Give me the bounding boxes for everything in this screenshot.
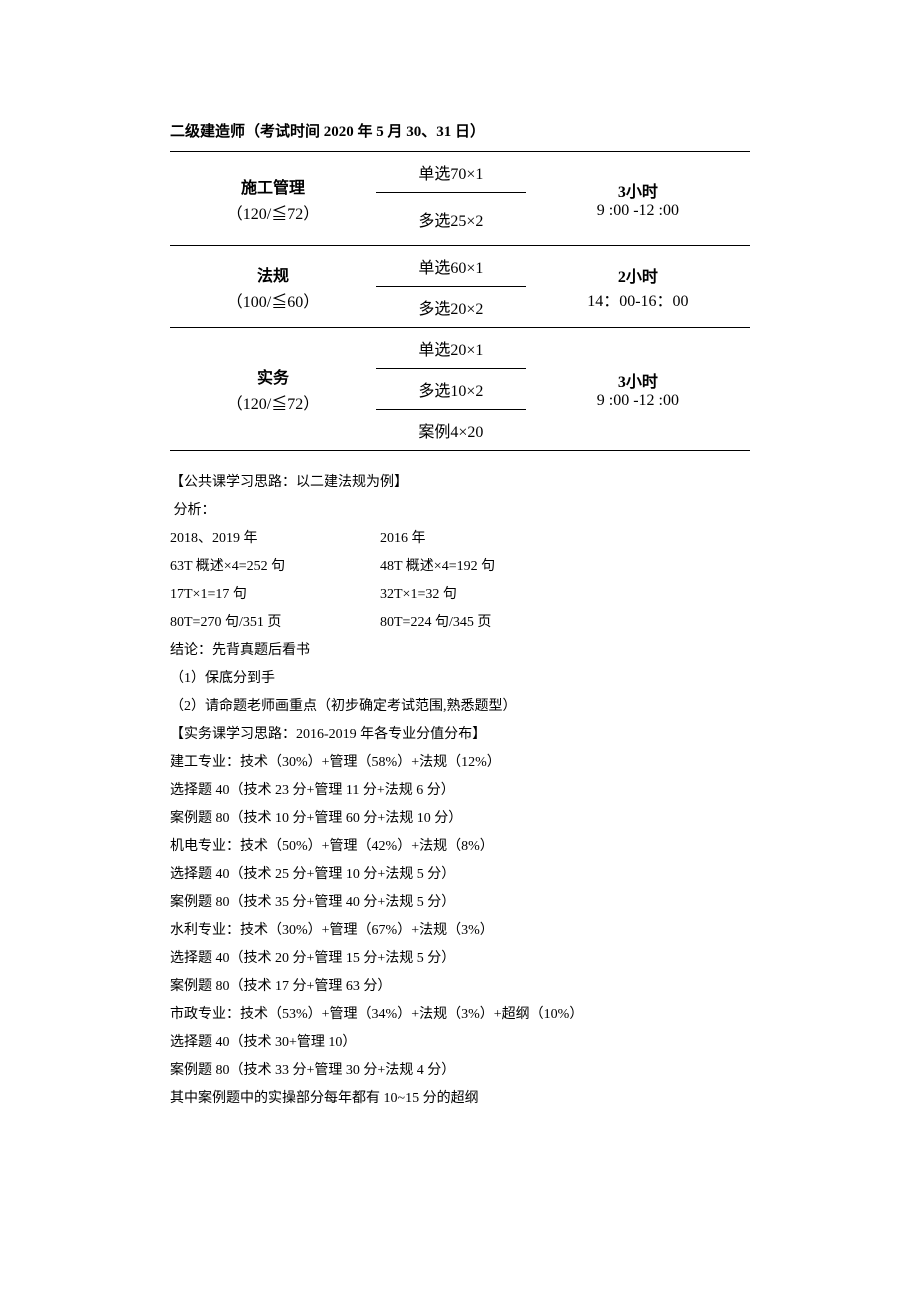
content-text: 水利专业：技术（30%）+管理（67%）+法规（3%） bbox=[170, 917, 750, 945]
content-text: 选择题 40（技术 23 分+管理 11 分+法规 6 分） bbox=[170, 777, 750, 805]
question-cell: 多选20×2 bbox=[376, 287, 526, 328]
content-text: 选择题 40（技术 25 分+管理 10 分+法规 5 分） bbox=[170, 861, 750, 889]
analysis-row: 63T 概述×4=252 句 48T 概述×4=192 句 bbox=[170, 553, 750, 581]
time-main: 3小时 bbox=[618, 184, 658, 201]
analysis-row: 2018、2019 年 2016 年 bbox=[170, 525, 750, 553]
content-text: 案例题 80（技术 35 分+管理 40 分+法规 5 分） bbox=[170, 889, 750, 917]
time-cell: 3小时 9 :00 -12 :00 bbox=[526, 152, 750, 246]
time-main: 3小时 bbox=[618, 374, 658, 391]
subject-name: 施工管理 bbox=[241, 180, 305, 197]
analysis-right: 2016 年 bbox=[380, 525, 750, 553]
subject-name: 法规 bbox=[257, 268, 289, 285]
analysis-label: 分析： bbox=[170, 497, 750, 525]
point: （2）请命题老师画重点（初步确定考试范围,熟悉题型） bbox=[170, 693, 750, 721]
subject-sub: （120/≦72） bbox=[174, 390, 372, 414]
table-row: 施工管理 （120/≦72） 单选70×1 3小时 9 :00 -12 :00 bbox=[170, 152, 750, 193]
question-cell: 案例4×20 bbox=[376, 410, 526, 451]
subject-sub: （120/≦72） bbox=[174, 200, 372, 224]
question-cell: 单选70×1 bbox=[376, 152, 526, 193]
table-row: 实务 （120/≦72） 单选20×1 3小时 9 :00 -12 :00 bbox=[170, 328, 750, 369]
content-text: 案例题 80（技术 17 分+管理 63 分） bbox=[170, 973, 750, 1001]
content-text: 选择题 40（技术 20 分+管理 15 分+法规 5 分） bbox=[170, 945, 750, 973]
question-cell: 多选25×2 bbox=[376, 193, 526, 246]
point: （1）保底分到手 bbox=[170, 665, 750, 693]
time-sub: 9 :00 -12 :00 bbox=[530, 202, 746, 220]
analysis-left: 80T=270 句/351 页 bbox=[170, 609, 380, 637]
content-text: 选择题 40（技术 30+管理 10） bbox=[170, 1029, 750, 1057]
content-text: 建工专业：技术（30%）+管理（58%）+法规（12%） bbox=[170, 749, 750, 777]
content-text: 其中案例题中的实操部分每年都有 10~15 分的超纲 bbox=[170, 1085, 750, 1113]
analysis-right: 32T×1=32 句 bbox=[380, 581, 750, 609]
subject-cell: 法规 （100/≦60） bbox=[170, 246, 376, 328]
content-text: 机电专业：技术（50%）+管理（42%）+法规（8%） bbox=[170, 833, 750, 861]
section-heading: 【公共课学习思路：以二建法规为例】 bbox=[170, 469, 750, 497]
conclusion: 结论：先背真题后看书 bbox=[170, 637, 750, 665]
analysis-row: 80T=270 句/351 页 80T=224 句/345 页 bbox=[170, 609, 750, 637]
subject-cell: 实务 （120/≦72） bbox=[170, 328, 376, 451]
question-cell: 多选10×2 bbox=[376, 369, 526, 410]
time-sub: 9 :00 -12 :00 bbox=[530, 392, 746, 410]
exam-table: 施工管理 （120/≦72） 单选70×1 3小时 9 :00 -12 :00 … bbox=[170, 151, 750, 451]
subject-cell: 施工管理 （120/≦72） bbox=[170, 152, 376, 246]
section-heading: 【实务课学习思路：2016-2019 年各专业分值分布】 bbox=[170, 721, 750, 749]
content-text: 市政专业：技术（53%）+管理（34%）+法规（3%）+超纲（10%） bbox=[170, 1001, 750, 1029]
table-row: 法规 （100/≦60） 单选60×1 2小时 14：00-16：00 bbox=[170, 246, 750, 287]
time-sub: 14：00-16：00 bbox=[530, 287, 746, 311]
analysis-left: 17T×1=17 句 bbox=[170, 581, 380, 609]
subject-name: 实务 bbox=[257, 370, 289, 387]
analysis-left: 63T 概述×4=252 句 bbox=[170, 553, 380, 581]
time-cell: 3小时 9 :00 -12 :00 bbox=[526, 328, 750, 451]
time-main: 2小时 bbox=[618, 269, 658, 286]
question-cell: 单选60×1 bbox=[376, 246, 526, 287]
analysis-left: 2018、2019 年 bbox=[170, 525, 380, 553]
question-cell: 单选20×1 bbox=[376, 328, 526, 369]
analysis-right: 80T=224 句/345 页 bbox=[380, 609, 750, 637]
content-text: 案例题 80（技术 33 分+管理 30 分+法规 4 分） bbox=[170, 1057, 750, 1085]
analysis-right: 48T 概述×4=192 句 bbox=[380, 553, 750, 581]
subject-sub: （100/≦60） bbox=[174, 288, 372, 312]
content-text: 案例题 80（技术 10 分+管理 60 分+法规 10 分） bbox=[170, 805, 750, 833]
page-title: 二级建造师（考试时间 2020 年 5 月 30、31 日） bbox=[170, 120, 750, 141]
analysis-row: 17T×1=17 句 32T×1=32 句 bbox=[170, 581, 750, 609]
time-cell: 2小时 14：00-16：00 bbox=[526, 246, 750, 328]
